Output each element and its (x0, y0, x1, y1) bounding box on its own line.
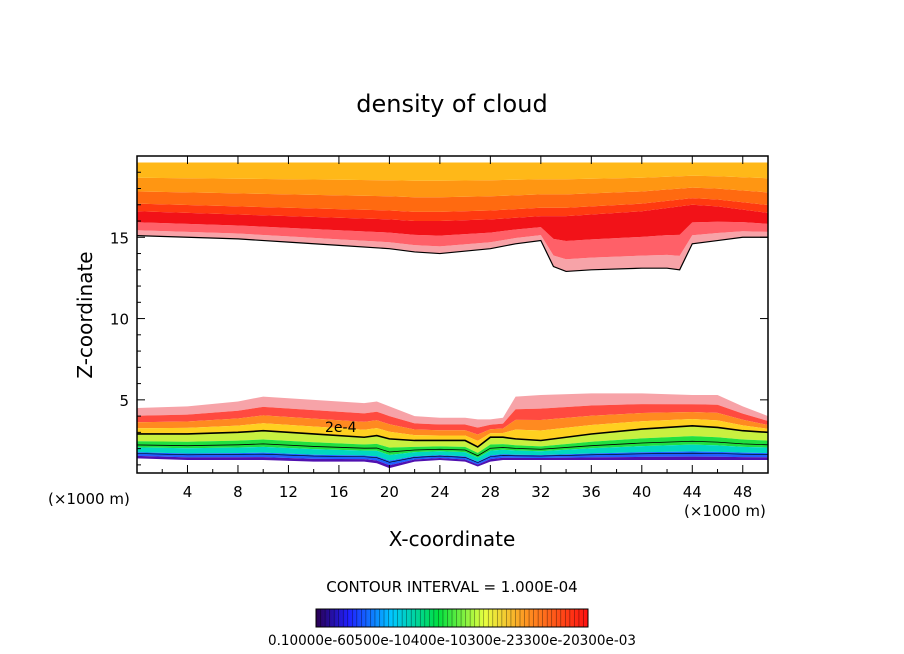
upper-band-1 (137, 221, 768, 260)
x-tick-label-24: 24 (430, 483, 449, 501)
x-tick-label-44: 44 (683, 483, 702, 501)
x-tick-label-8: 8 (233, 483, 243, 501)
lower-band-2 (137, 411, 768, 441)
upper-band-0 (137, 230, 768, 272)
contour-lower-2 (137, 452, 768, 463)
x-unit-label-left: (×1000 m) (48, 490, 130, 508)
contour-lines (137, 425, 768, 463)
chart-title: density of cloud (356, 90, 547, 118)
colorbar-ticks (315, 609, 589, 627)
lower-band-1 (137, 404, 768, 435)
lower-band-3 (137, 419, 768, 447)
contour-lower-1 (137, 440, 768, 457)
x-tick-label-28: 28 (481, 483, 500, 501)
y-tick-label-10: 10 (110, 311, 129, 329)
upper-band-2 (137, 204, 768, 242)
x-tick-label-12: 12 (279, 483, 298, 501)
lower-band-0 (137, 393, 768, 428)
x-axis-label: X-coordinate (389, 527, 516, 551)
upper-band-3 (137, 198, 768, 222)
x-axis-ticks: 4 8 12 16 20 24 28 32 36 40 44 48 (161, 156, 752, 501)
x-tick-label-16: 16 (329, 483, 348, 501)
contour-2e-4 (137, 425, 768, 448)
plot-frame (136, 155, 769, 474)
lower-band-7 (137, 451, 768, 466)
x-tick-label-40: 40 (632, 483, 651, 501)
y-axis-label: Z-coordinate (73, 251, 97, 378)
x-tick-label-4: 4 (183, 483, 193, 501)
colorbar-labels: 0.10000e-60500e-10400e-10300e-23300e-203… (268, 633, 636, 649)
x-tick-label-48: 48 (733, 483, 752, 501)
lower-cloud-layer (137, 393, 768, 469)
contour-label: 2e-4 (325, 420, 357, 436)
upper-band-6 (137, 162, 768, 181)
lower-band-6 (137, 444, 768, 462)
upper-band-5 (137, 175, 768, 198)
contour-interval-text: CONTOUR INTERVAL = 1.000E-04 (326, 578, 577, 596)
lower-band-5 (137, 436, 768, 458)
lower-band-8 (137, 455, 768, 469)
upper-cloud-layer (137, 162, 768, 273)
y-tick-label-15: 15 (110, 229, 129, 247)
y-axis-ticks: 5 10 15 (110, 171, 768, 466)
x-unit-label-right: (×1000 m) (684, 502, 766, 520)
x-tick-label-36: 36 (582, 483, 601, 501)
upper-band-4 (137, 187, 768, 212)
x-tick-label-32: 32 (531, 483, 550, 501)
plot-area (137, 156, 768, 473)
y-tick-label-5: 5 (119, 392, 129, 410)
upper-layer-edge (137, 235, 768, 273)
x-tick-label-20: 20 (380, 483, 399, 501)
